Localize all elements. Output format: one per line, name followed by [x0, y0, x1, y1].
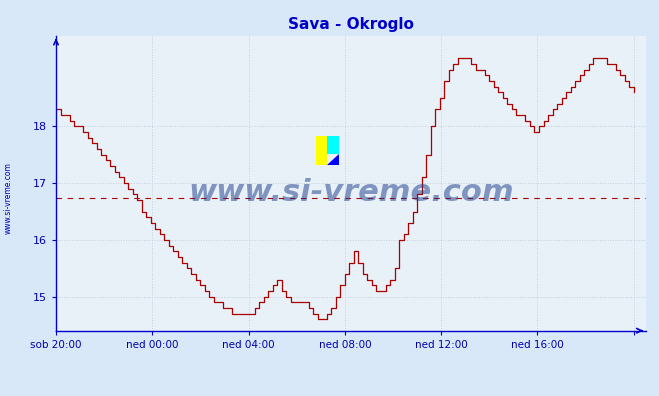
Title: Sava - Okroglo: Sava - Okroglo: [288, 17, 414, 32]
Legend: temperatura[C], pretok[m3/s]: temperatura[C], pretok[m3/s]: [230, 395, 472, 396]
Polygon shape: [328, 154, 339, 166]
FancyBboxPatch shape: [328, 136, 339, 154]
FancyBboxPatch shape: [316, 136, 328, 166]
Text: www.si-vreme.com: www.si-vreme.com: [188, 177, 514, 206]
Text: www.si-vreme.com: www.si-vreme.com: [3, 162, 13, 234]
